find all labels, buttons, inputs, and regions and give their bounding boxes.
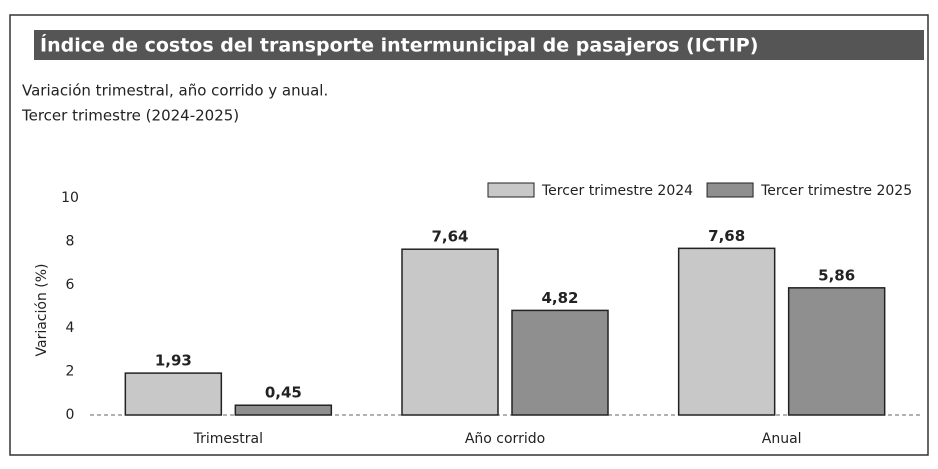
value-label: 0,45 — [265, 384, 302, 402]
frame — [9, 14, 929, 456]
legend-swatch — [487, 182, 535, 198]
x-tick-label: Trimestral — [193, 431, 263, 447]
value-label: 5,86 — [818, 266, 855, 284]
x-tick-label: Anual — [762, 431, 802, 447]
x-tick-label: Año corrido — [465, 431, 545, 447]
y-tick-label: 8 — [66, 233, 75, 249]
subtitle: Variación trimestral, año corrido y anua… — [22, 82, 328, 100]
value-label: 1,93 — [155, 352, 192, 370]
bar — [234, 404, 333, 416]
bar — [787, 287, 886, 416]
y-tick-label: 4 — [66, 320, 75, 336]
legend-swatch — [706, 182, 754, 198]
y-tick-label: 0 — [66, 407, 75, 423]
bar — [124, 372, 223, 416]
value-label: 7,64 — [431, 228, 468, 246]
bar — [511, 309, 609, 416]
value-label: 7,68 — [708, 227, 745, 245]
chart-title: Índice de costos del transporte intermun… — [40, 34, 758, 57]
bar — [401, 248, 499, 416]
y-tick-label: 2 — [66, 364, 75, 380]
subtitle: Tercer trimestre (2024-2025) — [21, 107, 239, 125]
legend-label: Tercer trimestre 2025 — [760, 183, 912, 199]
title-bar — [34, 30, 924, 60]
legend-label: Tercer trimestre 2024 — [541, 183, 693, 199]
y-tick-label: 6 — [66, 277, 75, 293]
y-tick-label: 10 — [61, 190, 79, 206]
y-axis-label: Variación (%) — [34, 264, 50, 357]
bar — [677, 247, 776, 416]
value-label: 4,82 — [541, 289, 578, 307]
